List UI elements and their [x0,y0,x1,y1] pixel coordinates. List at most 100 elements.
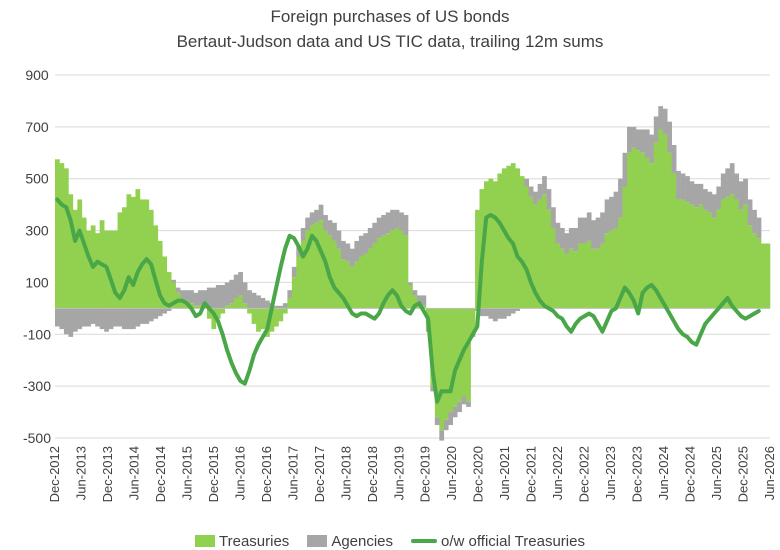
bar-agencies [711,194,717,218]
x-tick-label: Dec-2018 [365,446,380,502]
bar-agencies [251,292,257,309]
bar-treasuries [591,248,597,309]
bar-treasuries [555,243,561,309]
bar-treasuries [381,235,386,309]
bar-treasuries [282,308,288,314]
bar-agencies [573,227,579,252]
bar-agencies [591,220,597,249]
bar-treasuries [220,308,226,314]
bar-agencies [564,233,570,254]
bar-treasuries [349,266,355,309]
bar-agencies [72,308,78,332]
x-tick-label: Dec-2016 [259,446,274,502]
bar-agencies [242,282,248,304]
bar-treasuries [649,163,655,309]
bar-agencies [399,212,404,231]
bar-agencies [618,178,623,218]
bar-agencies [300,227,306,241]
bar-agencies [635,129,641,151]
bar-agencies [649,134,655,164]
legend-swatch-treasuries [195,535,215,547]
bar-treasuries [515,168,521,309]
bar-treasuries [667,152,672,309]
bar-agencies [452,406,458,418]
bar-agencies [484,308,489,317]
bar-agencies [613,191,619,228]
bar-agencies [466,401,471,407]
bar-agencies [622,152,628,187]
bar-treasuries [421,305,427,309]
bar-agencies [644,129,650,158]
bar-treasuries [613,227,619,309]
bar-agencies [497,308,503,319]
bar-treasuries [372,243,378,309]
bar-treasuries [484,181,489,309]
bar-treasuries [135,189,141,309]
bar-treasuries [685,202,690,309]
bar-treasuries [488,178,494,309]
bar-agencies [81,308,87,327]
bar-treasuries [224,305,230,309]
bar-treasuries [211,308,217,330]
bar-agencies [171,279,176,283]
x-axis-ticks: Dec-2012 Jun-2013 Dec-2013 Jun-2014 Dec-2014… [47,446,777,502]
bar-agencies [492,308,498,322]
bar-agencies [278,305,284,309]
bar-agencies [604,199,610,234]
bar-agencies [586,212,592,241]
bar-agencies [698,183,704,205]
bar-agencies [86,308,92,327]
bar-treasuries [658,129,664,309]
bar-agencies [694,183,699,208]
bar-treasuries [707,212,713,309]
legend-swatch-official [411,539,438,543]
bar-treasuries [77,199,83,309]
bar-agencies [443,419,449,431]
bar-treasuries [492,181,498,309]
bar-agencies [358,235,364,257]
bar-treasuries [171,282,176,309]
bar-treasuries [345,261,351,309]
bar-agencies [166,308,172,311]
bar-agencies [99,308,105,330]
bar-agencies [153,308,159,319]
bar-treasuries [157,240,163,309]
bar-agencies [220,285,226,309]
chart-title-block: Foreign purchases of US bonds Bertaut-Ju… [0,4,780,54]
bar-agencies [546,189,552,210]
bar-treasuries [443,308,449,420]
bar-agencies [653,116,659,143]
bar-agencies [559,227,565,249]
bar-agencies [90,308,96,324]
bar-treasuries [278,308,284,322]
bar-treasuries [323,230,328,309]
y-tick-label: -100 [23,326,51,342]
bar-agencies [95,308,100,327]
bar-agencies [551,207,556,228]
bar-treasuries [662,134,668,309]
x-tick-label: Jun-2022 [550,446,565,500]
bar-agencies [211,287,217,309]
bar-treasuries [747,225,753,309]
bar-treasuries [694,207,699,309]
bar-treasuries [305,230,311,309]
bar-agencies [577,217,583,244]
bar-treasuries [72,209,78,309]
bar-agencies [265,300,270,309]
bar-agencies [122,308,127,330]
x-tick-label: Dec-2025 [736,446,751,502]
bar-treasuries [653,142,659,309]
x-tick-label: Dec-2023 [630,446,645,502]
bar-agencies [506,308,512,317]
bar-agencies [108,308,114,330]
bar-treasuries [363,253,369,309]
bar-agencies [148,308,154,322]
bar-agencies [412,290,418,296]
bar-agencies [752,209,757,234]
bar-treasuries [81,217,87,309]
bar-agencies [327,220,333,236]
bar-treasuries [644,157,650,309]
bar-treasuries [448,308,454,413]
legend-item-treasuries: Treasuries [195,533,289,550]
bar-treasuries [743,204,748,309]
